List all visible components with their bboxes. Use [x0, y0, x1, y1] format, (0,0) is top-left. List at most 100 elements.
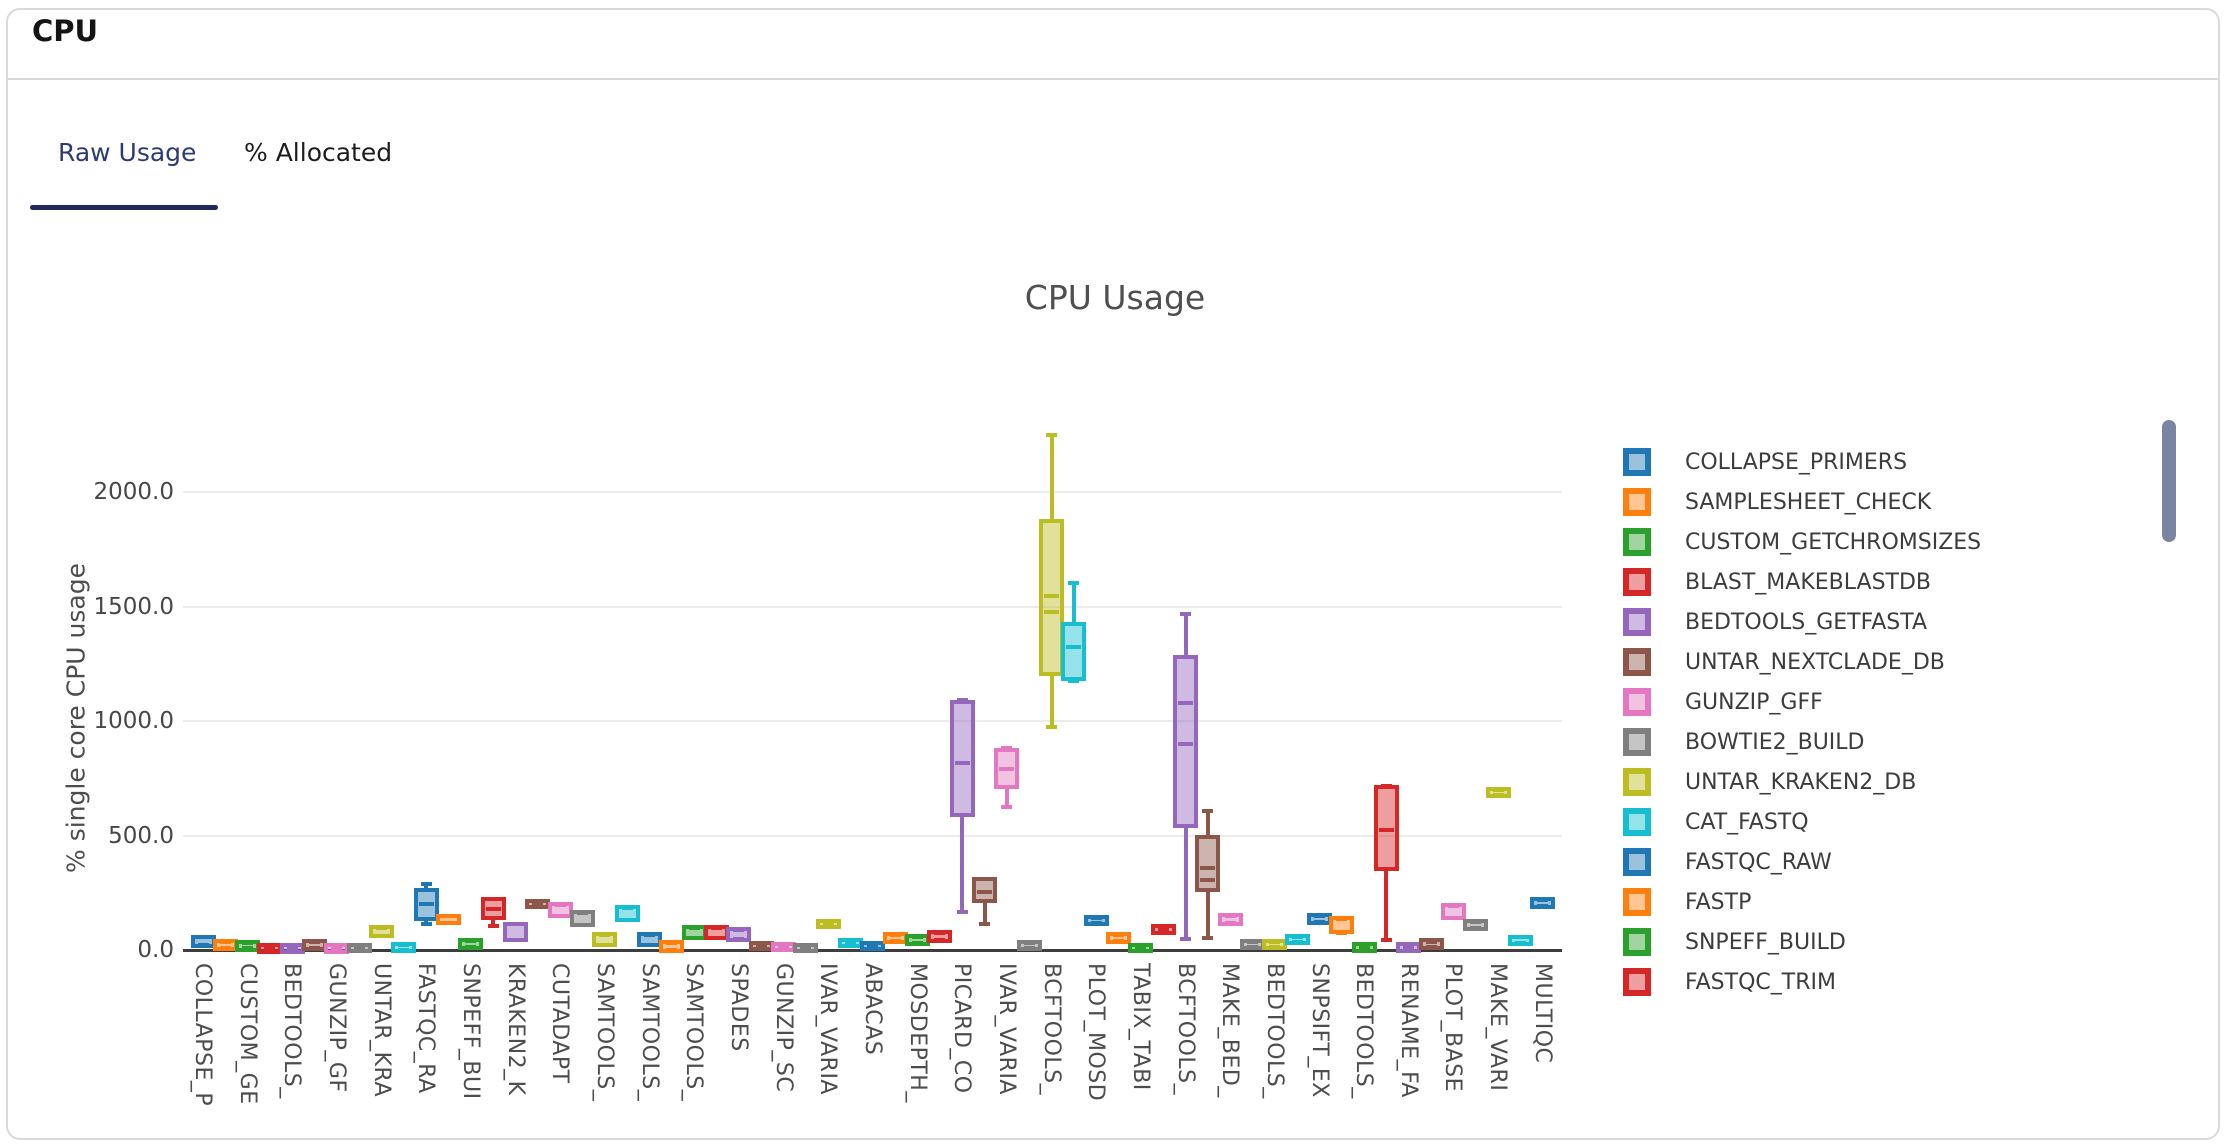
legend-swatch-icon	[1623, 968, 1651, 996]
box-plot-item[interactable]	[525, 898, 551, 910]
legend-item[interactable]: BLAST_MAKEBLASTDB	[1623, 562, 1981, 602]
y-tick-label: 1500.0	[93, 593, 174, 620]
box-plot-item[interactable]	[1418, 938, 1444, 950]
tab-percent-allocated[interactable]: % Allocated	[244, 138, 393, 167]
box-plot-item[interactable]	[592, 932, 618, 948]
box-plot-item[interactable]	[1329, 916, 1355, 935]
box-plot-item[interactable]	[726, 926, 752, 943]
box-plot-item[interactable]	[748, 940, 774, 952]
x-tick-label: PICARD_CO	[949, 963, 975, 1094]
box-plot-item[interactable]	[235, 939, 261, 952]
x-tick-label: BCFTOOLS_	[1172, 963, 1198, 1096]
tab-raw-usage[interactable]: Raw Usage	[58, 138, 197, 167]
box-plot-item[interactable]	[1351, 942, 1377, 953]
box-plot-item[interactable]	[1173, 655, 1199, 829]
legend-item[interactable]: BEDTOOLS_GETFASTA	[1623, 602, 1981, 642]
legend-item[interactable]: BOWTIE2_BUILD	[1623, 722, 1981, 762]
box-plot-item[interactable]	[436, 913, 462, 926]
box-plot-item[interactable]	[1463, 919, 1489, 932]
legend-item[interactable]: COLLAPSE_PRIMERS	[1623, 442, 1981, 482]
box-plot-item[interactable]	[637, 932, 663, 948]
box-median-line	[954, 761, 970, 766]
legend-item[interactable]: GUNZIP_GFF	[1623, 682, 1981, 722]
legend-item[interactable]: FASTQC_RAW	[1623, 842, 1981, 882]
box-plot-item[interactable]	[882, 932, 908, 944]
x-axis-labels: COLLAPSE_P CUSTOM_GE BEDTOOLS_ GUNZIP_GF UNT…	[160, 955, 1600, 1113]
box-plot-item[interactable]	[1307, 913, 1332, 925]
box-whisker-cap	[1180, 612, 1192, 617]
box-whisker-cap	[1046, 725, 1058, 730]
legend-swatch-icon	[1623, 848, 1651, 876]
x-tick-label: CUTADAPT	[547, 963, 573, 1084]
box-plot-item[interactable]	[279, 943, 305, 954]
box-whisker	[1183, 824, 1188, 939]
legend-swatch-icon	[1623, 888, 1651, 916]
x-tick-label: RENAME_FA	[1395, 963, 1421, 1098]
active-tab-indicator	[30, 205, 218, 210]
legend-swatch-icon	[1623, 808, 1651, 836]
box-plot-item[interactable]	[324, 943, 350, 954]
box-plot-item[interactable]	[860, 940, 886, 952]
card-header	[6, 8, 2220, 80]
box-plot-item[interactable]	[346, 942, 372, 954]
box-plot-item[interactable]	[1217, 912, 1243, 926]
box-plot-item[interactable]	[190, 934, 216, 949]
legend-item[interactable]: UNTAR_KRAKEN2_DB	[1623, 762, 1981, 802]
box-plot-item[interactable]	[1016, 939, 1042, 951]
box-plot-item[interactable]	[905, 934, 931, 946]
legend-item[interactable]: FASTQC_TRIM	[1623, 962, 1981, 1002]
box-plot-item[interactable]	[1150, 924, 1176, 935]
x-tick-label: SAMTOOLS_	[591, 963, 617, 1102]
box-plot-item[interactable]	[927, 929, 953, 943]
box-plot-item[interactable]	[257, 943, 283, 954]
box-plot-item[interactable]	[659, 939, 685, 954]
box-plot-item[interactable]	[212, 939, 238, 952]
box-plot-item[interactable]	[1083, 914, 1109, 927]
box-plot-item[interactable]	[1485, 787, 1511, 799]
x-tick-label: MULTIQC	[1529, 963, 1555, 1064]
box-whisker	[1049, 672, 1054, 728]
box-plot-item[interactable]	[570, 910, 596, 928]
box-plot-item[interactable]	[1396, 942, 1422, 953]
box-whisker	[1071, 582, 1076, 627]
box-plot-item[interactable]	[369, 925, 395, 938]
box-plot-item[interactable]	[1262, 938, 1288, 950]
box-plot-item[interactable]	[1240, 938, 1265, 950]
box-plot-item[interactable]	[771, 941, 797, 953]
legend-item[interactable]: CUSTOM_GETCHROMSIZES	[1623, 522, 1981, 562]
box-plot-item[interactable]	[1440, 903, 1466, 921]
box-plot-item[interactable]	[1195, 835, 1221, 893]
legend-swatch-icon	[1623, 528, 1651, 556]
legend-label: BOWTIE2_BUILD	[1685, 729, 1865, 755]
box-plot-item[interactable]	[681, 925, 707, 941]
legend-item[interactable]: SNPEFF_BUILD	[1623, 922, 1981, 962]
box-plot-item[interactable]	[302, 938, 328, 951]
box-plot-item[interactable]	[1061, 622, 1087, 682]
legend-item[interactable]: FASTP	[1623, 882, 1981, 922]
box-plot-item[interactable]	[391, 942, 417, 953]
legend-item[interactable]: CAT_FASTQ	[1623, 802, 1981, 842]
box-plot-item[interactable]	[1530, 897, 1556, 910]
legend-item[interactable]: SAMPLESHEET_CHECK	[1623, 482, 1981, 522]
box-plot-item[interactable]	[704, 925, 730, 941]
legend-scrollbar-thumb[interactable]	[2162, 420, 2176, 542]
box-plot-item[interactable]	[503, 922, 529, 943]
x-tick-label: SAMTOOLS_	[636, 963, 662, 1102]
x-tick-label: PLOT_MOSD	[1083, 963, 1109, 1102]
box-plot-item[interactable]	[1507, 934, 1533, 946]
box-plot-item[interactable]	[458, 937, 484, 951]
box-plot-item[interactable]	[614, 905, 640, 923]
box-plot-item[interactable]	[838, 937, 864, 949]
box-plot-item[interactable]	[1106, 931, 1132, 944]
legend-label: BLAST_MAKEBLASTDB	[1685, 569, 1932, 595]
box-plot-item[interactable]	[815, 918, 841, 930]
gridline	[183, 834, 1562, 837]
box-plot-item[interactable]	[1128, 943, 1154, 954]
box-plot-item[interactable]	[1284, 933, 1310, 946]
legend-item[interactable]: UNTAR_NEXTCLADE_DB	[1623, 642, 1981, 682]
legend-label: FASTP	[1685, 889, 1752, 915]
box-plot-item[interactable]	[547, 902, 573, 919]
box-plot-item[interactable]	[949, 699, 975, 817]
box-plot-item[interactable]	[1373, 784, 1399, 872]
box-plot-item[interactable]	[793, 943, 819, 954]
